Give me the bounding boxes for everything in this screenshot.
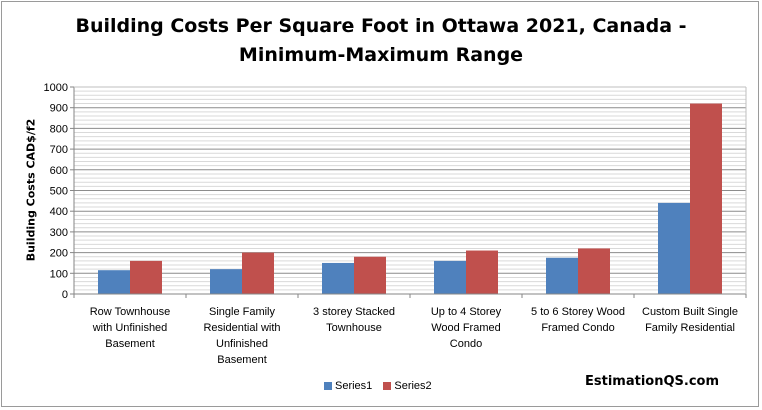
bar-series1-4 xyxy=(546,257,578,294)
bar-series1-5 xyxy=(658,202,690,294)
bar-series1-1 xyxy=(210,269,242,294)
x-category-label-line: Family Residential xyxy=(645,322,735,334)
y-tick-label: 1000 xyxy=(44,82,68,94)
legend-item-series2: Series2 xyxy=(383,380,432,393)
y-tick-label: 100 xyxy=(50,268,68,280)
x-category-label: Custom Built Single Family Residential xyxy=(635,304,745,336)
x-category-label-line: Wood Framed xyxy=(431,322,501,334)
y-tick-label: 0 xyxy=(62,289,68,301)
y-tick-label: 500 xyxy=(50,186,68,198)
watermark-text: EstimationQS.com xyxy=(585,374,719,389)
x-category-label: Row Townhouse with Unfinished Basement xyxy=(75,304,185,352)
bar-series2-2 xyxy=(354,256,386,294)
y-tick-label: 800 xyxy=(50,123,68,135)
y-tick-label: 200 xyxy=(50,248,68,260)
legend-label-series2: Series2 xyxy=(394,380,432,393)
bar-series2-4 xyxy=(578,248,610,294)
y-tick-label: 300 xyxy=(50,227,68,239)
bar-series2-0 xyxy=(130,260,162,294)
x-category-label-line: with Unfinished xyxy=(92,322,168,334)
x-category-label-line: Basement xyxy=(217,354,267,366)
x-category-label-line: Framed Condo xyxy=(541,322,615,334)
x-category-label-line: Unfinished xyxy=(216,338,268,350)
x-category-label-line: 3 storey Stacked xyxy=(313,306,395,318)
x-category-label: Up to 4 Storey Wood Framed Condo xyxy=(411,304,521,352)
x-category-label-line: Residential with xyxy=(203,322,281,334)
x-category-label-line: Up to 4 Storey xyxy=(430,306,502,318)
x-category-label-line: Townhouse xyxy=(326,322,382,334)
y-tick-label: 900 xyxy=(50,103,68,115)
x-category-label-line: Basement xyxy=(105,338,155,350)
y-tick-label: 700 xyxy=(50,144,68,156)
bar-series1-3 xyxy=(434,260,466,294)
x-category-label: 5 to 6 Storey Wood Framed Condo xyxy=(523,304,633,336)
bar-series1-0 xyxy=(98,270,130,294)
legend-swatch-series2 xyxy=(383,382,392,391)
x-category-label: 3 storey Stacked Townhouse xyxy=(299,304,409,336)
x-category-label: Single Family Residential with Unfinished B… xyxy=(187,304,297,368)
x-category-label-line: Condo xyxy=(449,338,483,350)
x-category-label-line: Row Townhouse xyxy=(89,306,171,318)
bar-series2-5 xyxy=(690,103,722,294)
bar-series2-1 xyxy=(242,252,274,294)
bar-series2-3 xyxy=(466,250,498,294)
legend: Series1 Series2 xyxy=(324,380,440,392)
x-category-label-line: 5 to 6 Storey Wood xyxy=(531,306,625,318)
chart-title-line-2: Minimum-Maximum Range xyxy=(238,44,524,66)
legend-item-series1: Series1 xyxy=(324,380,372,392)
legend-label-series1: Series1 xyxy=(335,380,373,393)
y-tick-label: 600 xyxy=(50,165,68,177)
legend-swatch-series1 xyxy=(324,382,332,391)
bar-series1-2 xyxy=(322,262,354,294)
x-category-label-line: Custom Built Single xyxy=(642,306,738,318)
chart-title-line-1: Building Costs Per Square Foot in Ottawa… xyxy=(75,15,687,37)
x-category-label-line: Single Family xyxy=(208,306,276,318)
y-tick-label: 400 xyxy=(50,206,68,218)
